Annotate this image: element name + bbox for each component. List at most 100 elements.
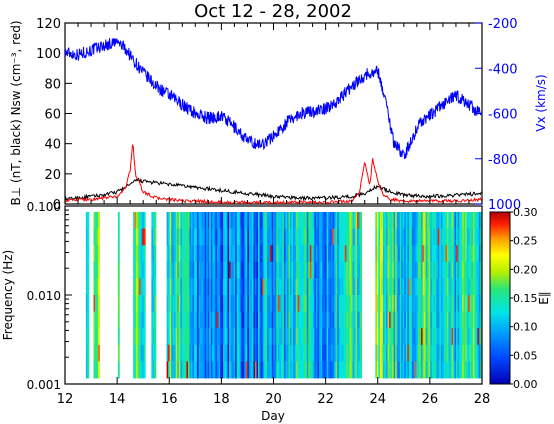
- spectrogram-cell: [134, 212, 137, 229]
- spectrogram-cell: [206, 344, 209, 362]
- spectrogram-cell: [279, 328, 282, 346]
- spectrogram-cell: [376, 228, 379, 246]
- spectrogram-cell: [224, 278, 227, 296]
- spectrogram-cell: [194, 361, 196, 379]
- spectrogram-cell: [203, 361, 206, 379]
- spectrogram-cell: [322, 328, 324, 346]
- spectrogram-cell: [343, 278, 346, 296]
- spectrogram-cell: [433, 361, 436, 379]
- spectrogram-cell: [267, 311, 270, 329]
- spectrogram-cell: [264, 212, 267, 229]
- nsw-series-line: [65, 144, 482, 204]
- spectrogram-cell: [376, 295, 379, 312]
- spectrogram-cell: [448, 278, 451, 296]
- spectrogram-cell: [355, 295, 358, 312]
- spectrogram-cell: [468, 261, 471, 279]
- spectrogram-cell: [117, 311, 120, 329]
- colorbar-tick-label: 0.10: [513, 321, 538, 334]
- spectrogram-cell: [183, 212, 186, 229]
- spectrogram-cell: [139, 245, 142, 263]
- spectrogram-cell: [215, 245, 218, 263]
- spectrogram-cell: [431, 278, 434, 296]
- spectrogram-cell: [221, 228, 224, 246]
- spectrogram-cell: [94, 212, 97, 229]
- spectrogram-cell: [352, 311, 355, 329]
- spectrogram-cell: [236, 295, 239, 312]
- spectrogram-cell: [294, 278, 297, 296]
- spectrogram-cell: [136, 344, 139, 362]
- spectrogram-cell: [201, 361, 204, 379]
- spectrogram-cell: [413, 278, 416, 296]
- spectrogram-cell: [322, 261, 324, 279]
- spectrogram-cell: [341, 228, 344, 246]
- spectrogram-cell: [395, 361, 398, 379]
- spectrogram-cell: [241, 228, 244, 246]
- spectrogram-cell: [209, 261, 212, 279]
- spectrogram-cell: [440, 295, 443, 312]
- spectrogram-cell: [204, 295, 207, 312]
- spectrogram-cell: [334, 228, 337, 246]
- spectrogram-cell: [277, 344, 280, 362]
- spectrogram-cell: [267, 261, 270, 279]
- spectrogram-cell: [312, 361, 315, 379]
- spectrogram-cell: [96, 344, 99, 362]
- spectrogram-cell: [433, 311, 436, 329]
- spectrogram-cell: [453, 278, 455, 296]
- spectrogram-cell: [261, 228, 263, 246]
- spectrogram-cell: [352, 344, 355, 362]
- spectrogram-cell: [206, 311, 209, 329]
- spectrogram-cell: [357, 278, 359, 296]
- spectrogram-cell: [329, 295, 332, 312]
- spectrogram-cell: [286, 228, 289, 246]
- spectrogram-cell: [463, 328, 466, 346]
- spectrogram-cell: [198, 261, 201, 279]
- spectrogram-cell: [329, 278, 332, 296]
- spectrogram-cell: [169, 278, 172, 296]
- spectrogram-cell: [424, 295, 427, 312]
- spectrogram-cell: [454, 261, 457, 279]
- spectrogram-cell: [322, 361, 324, 379]
- spectrogram-cell: [201, 328, 204, 346]
- spectrogram-cell: [460, 212, 463, 229]
- spectrogram-cell: [315, 295, 318, 312]
- spectrogram-cell: [413, 361, 416, 379]
- spectrogram-cell: [445, 311, 448, 329]
- spectrogram-cell: [175, 261, 178, 279]
- spectrogram-cell: [189, 344, 192, 362]
- spectrogram-cell: [379, 295, 382, 312]
- spectrogram-cell: [271, 328, 274, 346]
- spectrogram-cell: [265, 328, 268, 346]
- spectrogram-cell: [198, 328, 201, 346]
- spectrogram-cell: [297, 295, 300, 312]
- spectrogram-cell: [299, 344, 302, 362]
- spectrogram-cell: [389, 228, 391, 246]
- spectrogram-cell: [334, 212, 337, 229]
- spectrogram-cell: [410, 278, 413, 296]
- spectrogram-cell: [254, 212, 257, 229]
- spectrogram-cell: [227, 261, 230, 279]
- spectrogram-cell: [279, 278, 282, 296]
- spectrogram-cell: [315, 212, 318, 229]
- spectrogram-cell: [258, 311, 260, 329]
- spectrogram-cell: [152, 344, 155, 362]
- spectrogram-cell: [297, 344, 300, 362]
- spectrogram-cell: [169, 311, 172, 329]
- spectrogram-cell: [399, 311, 402, 329]
- spectrogram-cell: [466, 344, 469, 362]
- spectrogram-cell: [344, 278, 347, 296]
- spectrogram-cell: [94, 261, 97, 279]
- spectrogram-cell: [305, 328, 308, 346]
- spectrogram-cell: [259, 261, 262, 279]
- spectrogram-cell: [335, 344, 338, 362]
- spectrogram-cell: [478, 212, 481, 229]
- spectrogram-cell: [226, 344, 228, 362]
- spectrogram-cell: [451, 228, 454, 246]
- spectrogram-cell: [151, 261, 154, 279]
- spectrogram-cell: [183, 328, 186, 346]
- spectrogram-cell: [392, 245, 395, 263]
- spectrogram-cell: [387, 361, 390, 379]
- spectrogram-cell: [209, 328, 212, 346]
- spectrogram-cell: [379, 212, 382, 229]
- spectrogram-cell: [151, 344, 154, 362]
- x-tick-label: 20: [265, 392, 282, 407]
